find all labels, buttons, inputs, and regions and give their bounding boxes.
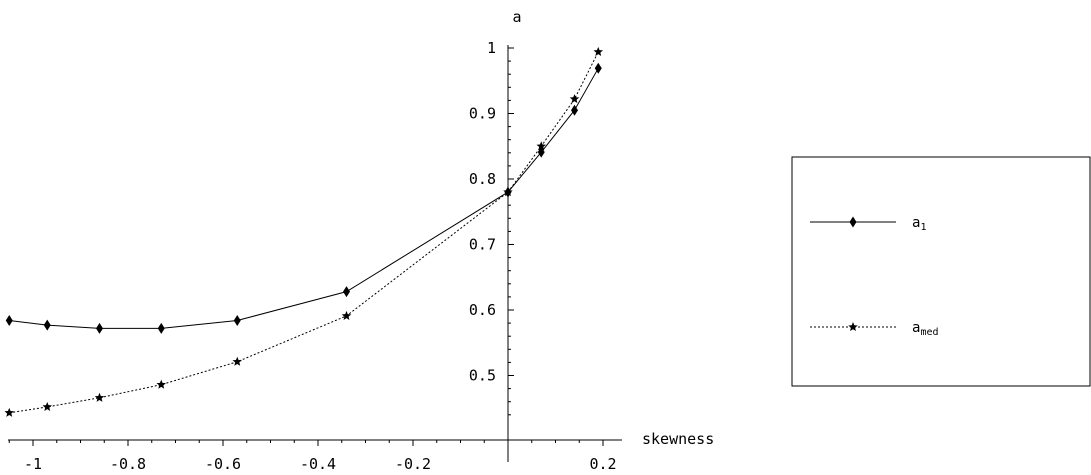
y-axis-title: a [512, 8, 521, 26]
y-tick-label: 0.5 [469, 367, 496, 385]
diamond-marker [343, 286, 350, 298]
legend-box [791, 156, 1091, 387]
y-tick-label: 0.6 [469, 301, 496, 319]
y-tick-label: 0.7 [469, 236, 496, 254]
x-axis-title: skewness [642, 430, 714, 448]
star-marker [569, 94, 580, 104]
star-marker [94, 392, 105, 402]
star-marker [536, 141, 547, 151]
y-tick-label: 1 [487, 39, 496, 57]
legend: a1 amed [791, 156, 1091, 387]
series-line-1 [9, 68, 599, 329]
y-tick-label: 0.9 [469, 105, 496, 123]
x-tick-label: -0.8 [110, 455, 146, 473]
diamond-marker [157, 322, 165, 334]
legend-label-1: a1 [912, 215, 926, 233]
diamond-marker [96, 322, 103, 334]
diamond-marker [594, 62, 602, 74]
diamond-marker [233, 314, 241, 326]
diamond-marker [571, 104, 578, 116]
series-line-2 [9, 51, 599, 414]
star-marker [848, 322, 858, 332]
star-marker [341, 310, 352, 320]
x-tick-label: -0.4 [300, 455, 336, 473]
star-marker [232, 356, 243, 366]
legend-label-2: amed [912, 320, 939, 338]
x-tick-label: -1 [24, 455, 42, 473]
axes: -1 -0.8 -0.6 -0.4 -0.2 0.2 0.5 0.6 0.7 0.8 0.9 1a sk… [8, 8, 714, 473]
star-marker [42, 401, 53, 411]
star-marker [156, 379, 167, 389]
diamond-marker [5, 314, 13, 326]
star-marker [593, 46, 604, 56]
y-tick-label: 0.8 [469, 170, 496, 188]
x-tick-label: -0.6 [205, 455, 241, 473]
x-tick-label: -0.2 [395, 455, 431, 473]
star-marker [4, 407, 15, 417]
x-tick-label: 0.2 [589, 455, 616, 473]
diamond-marker [849, 216, 857, 228]
diamond-marker [43, 319, 51, 331]
plot-area [4, 46, 604, 417]
